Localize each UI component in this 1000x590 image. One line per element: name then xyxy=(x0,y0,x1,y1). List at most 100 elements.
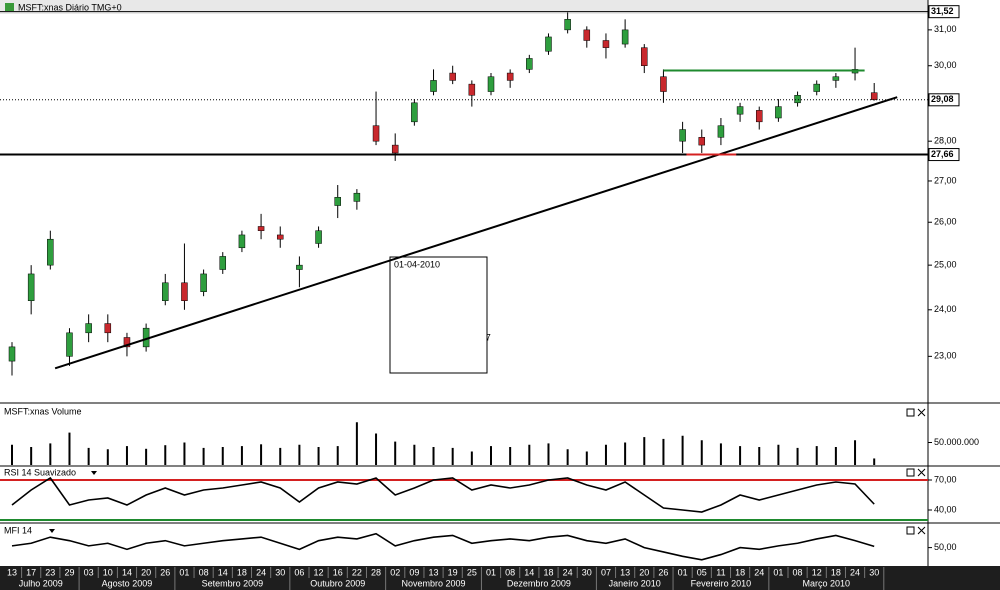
dropdown-icon[interactable] xyxy=(91,471,97,475)
volume-bar xyxy=(681,435,684,465)
candle-body xyxy=(641,47,648,66)
x-tick-label: 08 xyxy=(199,567,209,577)
volume-bar xyxy=(796,447,799,465)
x-tick-label: 01 xyxy=(486,567,496,577)
x-tick-label: 18 xyxy=(237,567,247,577)
y-tick-label: 26,00 xyxy=(934,217,957,227)
maximize-button[interactable] xyxy=(906,408,915,417)
close-button[interactable] xyxy=(917,408,926,417)
volume-bar xyxy=(413,444,416,465)
x-tick-label: 18 xyxy=(735,567,745,577)
volume-bar xyxy=(739,446,742,465)
volume-bar xyxy=(451,447,454,465)
candle-body xyxy=(775,106,782,119)
y-tick-label: 70,00 xyxy=(934,474,957,484)
volume-bar xyxy=(873,458,876,465)
x-tick-label: 20 xyxy=(141,567,151,577)
price-label-box xyxy=(928,148,960,162)
y-tick-label: 50.000.000 xyxy=(934,437,979,447)
y-tick-label: 31,00 xyxy=(934,24,957,34)
x-tick-label: 26 xyxy=(658,567,668,577)
x-tick-label: 07 xyxy=(601,567,611,577)
price-label: 29,08 xyxy=(931,94,954,104)
x-tick-label: 12 xyxy=(314,567,324,577)
x-tick-label: 06 xyxy=(294,567,304,577)
volume-bar xyxy=(260,444,263,465)
x-tick-label: 08 xyxy=(505,567,515,577)
volume-bar xyxy=(240,446,243,465)
x-tick-label: 02 xyxy=(390,567,400,577)
candle-body xyxy=(238,234,246,249)
close-button[interactable] xyxy=(917,468,926,477)
volume-bar xyxy=(125,446,128,465)
candle-body xyxy=(85,323,92,334)
y-tick-label: 25,00 xyxy=(934,260,957,270)
volume-bar xyxy=(145,448,148,465)
x-tick-label: 20 xyxy=(639,567,649,577)
info-box: 01-04-2010 xyxy=(389,256,488,374)
panel-title: RSI 14 Suavizado xyxy=(4,467,76,477)
candle-body xyxy=(449,72,456,81)
panel-title: MFI 14 xyxy=(4,525,32,535)
x-group-label: Outubro 2009 xyxy=(310,578,365,588)
volume-bar xyxy=(106,449,109,465)
volume-bar xyxy=(643,437,646,465)
volume-bar xyxy=(30,447,33,465)
x-tick-label: 18 xyxy=(831,567,841,577)
y-tick-label: 27,00 xyxy=(934,175,957,185)
candle-body xyxy=(526,58,533,70)
candle-body xyxy=(506,72,514,81)
x-tick-label: 24 xyxy=(850,567,860,577)
volume-bar xyxy=(49,443,52,465)
close-button[interactable] xyxy=(917,526,926,535)
price-label-box xyxy=(928,5,960,19)
x-tick-label: 30 xyxy=(275,567,285,577)
x-tick-label: 16 xyxy=(333,567,343,577)
x-group-label: Janeiro 2010 xyxy=(609,578,661,588)
maximize-button[interactable] xyxy=(906,526,915,535)
volume-bar xyxy=(11,444,13,465)
y-tick-label: 23,00 xyxy=(934,351,957,361)
candle-body xyxy=(372,125,380,142)
x-tick-label: 12 xyxy=(812,567,822,577)
volume-bar xyxy=(758,447,761,465)
drawn-line xyxy=(54,96,898,370)
candle-body xyxy=(870,92,878,101)
volume-bar xyxy=(394,441,397,465)
volume-bar xyxy=(700,440,703,465)
volume-bar xyxy=(298,444,301,465)
volume-bar xyxy=(719,443,722,465)
price-label: 31,52 xyxy=(931,6,954,16)
candle-body xyxy=(813,83,820,92)
candle-body xyxy=(391,144,399,154)
x-group-label: Setembro 2009 xyxy=(202,578,264,588)
dropdown-icon[interactable] xyxy=(49,529,55,533)
candle-body xyxy=(296,264,303,270)
volume-bar xyxy=(317,447,320,465)
x-tick-label: 14 xyxy=(218,567,228,577)
candle-body xyxy=(104,323,112,334)
x-group-label: Fevereiro 2010 xyxy=(691,578,752,588)
candle-body xyxy=(564,19,571,31)
y-tick-label: 40,00 xyxy=(934,504,957,514)
header-icon xyxy=(5,3,14,11)
candle-body xyxy=(660,76,667,92)
volume-bar xyxy=(604,444,607,465)
candle-body xyxy=(8,346,16,362)
x-group-label: Julho 2009 xyxy=(19,578,63,588)
x-tick-label: 10 xyxy=(103,567,113,577)
chart-title: MSFT:xnas Diário TMG+0 xyxy=(18,2,122,12)
x-tick-label: 03 xyxy=(84,567,94,577)
x-group-label: Agosto 2009 xyxy=(102,578,153,588)
x-tick-label: 14 xyxy=(122,567,132,577)
indicator-line xyxy=(11,532,875,561)
candle-body xyxy=(315,230,322,244)
volume-bar xyxy=(854,440,857,465)
x-tick-label: 18 xyxy=(543,567,553,577)
x-tick-label: 13 xyxy=(7,567,17,577)
x-tick-label: 09 xyxy=(409,567,419,577)
volume-bar xyxy=(164,445,167,465)
maximize-button[interactable] xyxy=(906,468,915,477)
x-group-label: Dezembro 2009 xyxy=(507,578,571,588)
